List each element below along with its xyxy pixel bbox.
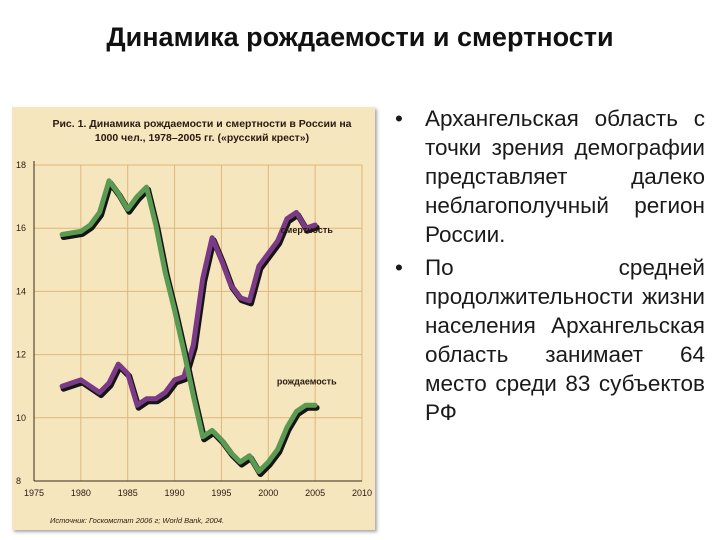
data-point-рождаемость: [98, 211, 101, 214]
bullet-text: По средней продолжительности жизни насел…: [425, 255, 705, 425]
bullet-text: Архангельская область с точки зрения дем…: [425, 106, 705, 247]
data-point-смертность: [286, 217, 288, 220]
y-tick-label: 16: [16, 223, 26, 233]
data-point-смертность: [136, 404, 138, 406]
bullet-item: • По средней продолжительности жизни нас…: [393, 253, 705, 427]
data-point-рождаемость: [239, 461, 241, 463]
data-point-смертность: [211, 236, 213, 239]
data-point-рождаемость: [230, 451, 232, 454]
data-point-рождаемость: [258, 470, 260, 473]
chart-panel: 8 10 12 14 16 18 1975 1980 1985 1990 1995 2000 2005 2…: [12, 107, 375, 530]
y-tick-label: 10: [16, 413, 26, 423]
data-point-рождаемость: [80, 230, 82, 233]
data-point-смертность: [164, 391, 166, 394]
data-point-смертность: [267, 252, 270, 255]
bullet-item: • Архангельская область с точки зрения д…: [393, 104, 705, 249]
data-point-рождаемость: [276, 448, 279, 451]
data-point-смертность: [248, 300, 251, 302]
data-point-рождаемость: [145, 186, 148, 188]
x-tick-label: 1975: [24, 488, 44, 498]
data-point-смертность: [126, 372, 129, 375]
data-point-рождаемость: [192, 394, 195, 397]
bullet-icon: •: [395, 106, 403, 131]
data-point-смертность: [230, 284, 232, 286]
data-point-смертность: [276, 240, 279, 242]
x-tick-label: 2010: [352, 488, 372, 498]
data-point-смертность: [201, 277, 204, 280]
data-point-смертность: [314, 224, 316, 226]
data-point-смертность: [61, 385, 63, 388]
data-point-рождаемость: [211, 429, 213, 432]
data-point-смертность: [173, 379, 176, 381]
data-point-смертность: [98, 391, 101, 394]
y-tick-label: 8: [16, 476, 21, 486]
chart-title: Рис. 1. Динамика рождаемости и смертност…: [52, 118, 352, 144]
data-point-смертность: [145, 398, 148, 400]
data-point-рождаемость: [136, 195, 138, 198]
data-point-смертность: [239, 296, 241, 299]
x-tick-label: 2000: [258, 488, 278, 498]
data-point-рождаемость: [220, 439, 223, 441]
data-point-смертность: [80, 379, 82, 381]
y-tick-label: 18: [16, 160, 26, 170]
data-point-рождаемость: [117, 192, 120, 195]
bullet-icon: •: [395, 255, 403, 280]
series-label: рождаемость: [277, 377, 337, 387]
data-point-рождаемость: [108, 180, 110, 182]
data-point-рождаемость: [173, 309, 176, 312]
data-point-смертность: [258, 265, 260, 267]
data-point-рождаемость: [248, 454, 251, 457]
data-point-рождаемость: [304, 404, 307, 406]
x-tick-label: 1990: [165, 488, 185, 498]
data-point-смертность: [192, 344, 195, 346]
data-point-рождаемость: [314, 404, 316, 406]
x-tick-label: 1980: [71, 488, 91, 498]
data-point-смертность: [117, 363, 120, 365]
series-line-рождаемость: [59, 178, 318, 474]
x-tick-label: 1985: [118, 488, 138, 498]
data-point-рождаемость: [164, 271, 166, 274]
y-tick-label: 12: [16, 350, 26, 360]
data-point-рождаемость: [201, 435, 204, 438]
chart-plot: 8 10 12 14 16 18 1975 1980 1985 1990 1995 2000 2005 2…: [16, 160, 372, 498]
data-point-рождаемость: [126, 208, 129, 211]
x-tick-label: 1995: [211, 488, 231, 498]
data-point-смертность: [304, 227, 307, 229]
data-point-смертность: [220, 259, 223, 261]
series-shadow: [60, 180, 320, 477]
data-point-рождаемость: [295, 410, 298, 413]
data-point-рождаемость: [267, 461, 270, 463]
chart-source: Источник: Госкомстат 2006 г; World Bank,…: [50, 516, 225, 525]
data-point-смертность: [183, 375, 185, 378]
series-label: смертность: [281, 225, 334, 235]
data-point-смертность: [89, 385, 92, 388]
slide-title: Динамика рождаемости и смертности: [106, 22, 614, 52]
data-point-рождаемость: [89, 224, 92, 226]
x-tick-label: 2005: [305, 488, 325, 498]
y-tick-label: 14: [16, 286, 26, 296]
data-point-рождаемость: [183, 350, 185, 353]
bullet-list: • Архангельская область с точки зрения д…: [393, 104, 705, 431]
data-point-смертность: [108, 382, 110, 384]
data-point-рождаемость: [155, 224, 157, 226]
data-point-рождаемость: [286, 426, 288, 429]
data-point-рождаемость: [61, 233, 63, 236]
data-point-смертность: [295, 211, 298, 214]
data-point-смертность: [155, 398, 157, 400]
